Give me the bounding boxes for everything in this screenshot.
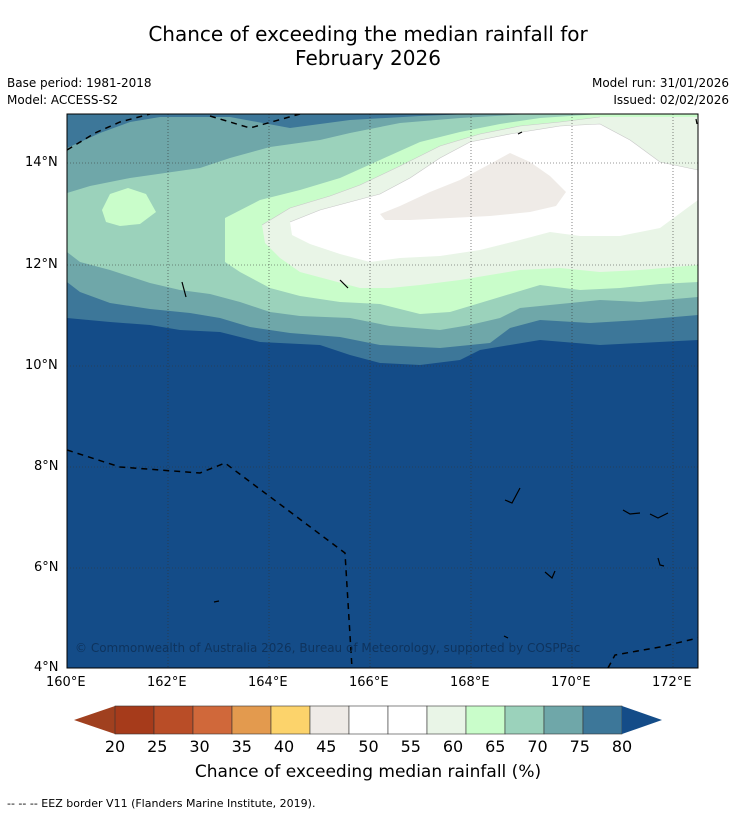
plot-frame bbox=[66, 113, 699, 669]
rainfall-contours bbox=[67, 114, 698, 668]
lat-tick-10: 10°N bbox=[25, 358, 58, 373]
colorbar-segment bbox=[465, 705, 506, 735]
colorbar-tick-label: 30 bbox=[189, 737, 210, 756]
contour-line-55 bbox=[261, 116, 601, 226]
meta-left: Base period: 1981-2018 Model: ACCESS-S2 bbox=[7, 75, 152, 109]
lon-tick-172: 172°E bbox=[652, 675, 692, 690]
island-2 bbox=[649, 512, 669, 519]
colorbar-segment bbox=[426, 705, 467, 735]
colorbar-segment bbox=[192, 705, 233, 735]
contour-45 bbox=[380, 153, 566, 220]
colorbar-segment bbox=[153, 705, 194, 735]
island-8 bbox=[181, 281, 187, 298]
meta-right: Model run: 31/01/2026 Issued: 02/02/2026 bbox=[592, 75, 729, 109]
eez-footnote: -- -- -- EEZ border V11 (Flanders Marine… bbox=[7, 797, 316, 810]
title-line-1: Chance of exceeding the median rainfall … bbox=[148, 22, 588, 46]
lon-tick-168: 168°E bbox=[450, 675, 490, 690]
island-9 bbox=[517, 131, 523, 135]
eez-borders bbox=[67, 114, 698, 668]
colorbar-segment bbox=[270, 705, 311, 735]
island-6 bbox=[213, 600, 220, 603]
colorbar-tick-label: 40 bbox=[273, 737, 295, 756]
issued-date: Issued: 02/02/2026 bbox=[613, 93, 729, 107]
base-period: Base period: 1981-2018 bbox=[7, 76, 152, 90]
island-1 bbox=[622, 509, 641, 515]
eez-border-north-west bbox=[67, 114, 151, 151]
colorbar-over-arrow bbox=[622, 706, 662, 734]
eez-border-south-east bbox=[607, 637, 698, 668]
lon-tick-170: 170°E bbox=[551, 675, 591, 690]
colorbar-under-arrow bbox=[74, 706, 115, 734]
contour-lines bbox=[261, 116, 698, 226]
island-7 bbox=[339, 279, 349, 289]
lat-tick-14: 14°N bbox=[25, 155, 58, 170]
colorbar-segment bbox=[348, 705, 389, 735]
colorbar-tick-label: 50 bbox=[358, 737, 379, 756]
colorbar-tick-label: 45 bbox=[316, 737, 337, 756]
colorbar-tick-label: 60 bbox=[442, 737, 464, 756]
colorbar-tick-label: 65 bbox=[485, 737, 506, 756]
colorbar-tick-label: 55 bbox=[400, 737, 421, 756]
colorbar-tick-label: 75 bbox=[569, 737, 590, 756]
colorbar-tick-label: 80 bbox=[611, 737, 633, 756]
title-line-2: February 2026 bbox=[295, 46, 441, 70]
island-4 bbox=[544, 570, 556, 579]
lat-tick-12: 12°N bbox=[25, 257, 58, 272]
colorbar-segment bbox=[387, 705, 428, 735]
colorbar-tick-label: 25 bbox=[147, 737, 168, 756]
model-run: Model run: 31/01/2026 bbox=[591, 76, 729, 90]
island-11 bbox=[503, 635, 509, 639]
colorbar-segment bbox=[309, 705, 350, 735]
colorbar-segment bbox=[114, 705, 155, 735]
colorbar-segment bbox=[582, 705, 623, 735]
island-10 bbox=[695, 118, 698, 125]
colorbar-tick-label: 35 bbox=[231, 737, 252, 756]
colorbar-tick-label: 70 bbox=[527, 737, 548, 756]
colorbar-segments bbox=[114, 705, 623, 735]
colorbar-segment bbox=[231, 705, 272, 735]
map-title: Chance of exceeding the median rainfall … bbox=[0, 22, 736, 70]
lat-tick-4: 4°N bbox=[34, 660, 59, 675]
colorbar-segment bbox=[504, 705, 545, 735]
lon-tick-166: 166°E bbox=[349, 675, 389, 690]
contour-line-50 bbox=[289, 123, 698, 223]
colorbar-label: Chance of exceeding median rainfall (%) bbox=[194, 762, 542, 782]
lon-tick-160: 160°E bbox=[46, 675, 86, 690]
islands bbox=[181, 118, 698, 639]
lat-tick-8: 8°N bbox=[34, 459, 59, 474]
colorbar-tick-label: 20 bbox=[104, 737, 126, 756]
contour-60-island bbox=[102, 188, 156, 226]
lat-tick-6: 6°N bbox=[34, 560, 59, 575]
eez-border-north bbox=[209, 114, 301, 129]
graticule bbox=[67, 114, 698, 668]
copyright-notice: © Commonwealth of Australia 2026, Bureau… bbox=[75, 641, 581, 655]
model-name: Model: ACCESS-S2 bbox=[7, 93, 119, 107]
contour-60-small bbox=[404, 286, 438, 297]
island-5 bbox=[657, 557, 665, 567]
colorbar-segment bbox=[543, 705, 584, 735]
eez-border-central bbox=[67, 449, 353, 668]
lon-tick-162: 162°E bbox=[147, 675, 187, 690]
island-3 bbox=[504, 487, 521, 504]
lon-tick-164: 164°E bbox=[248, 675, 288, 690]
colorbar bbox=[74, 705, 662, 735]
